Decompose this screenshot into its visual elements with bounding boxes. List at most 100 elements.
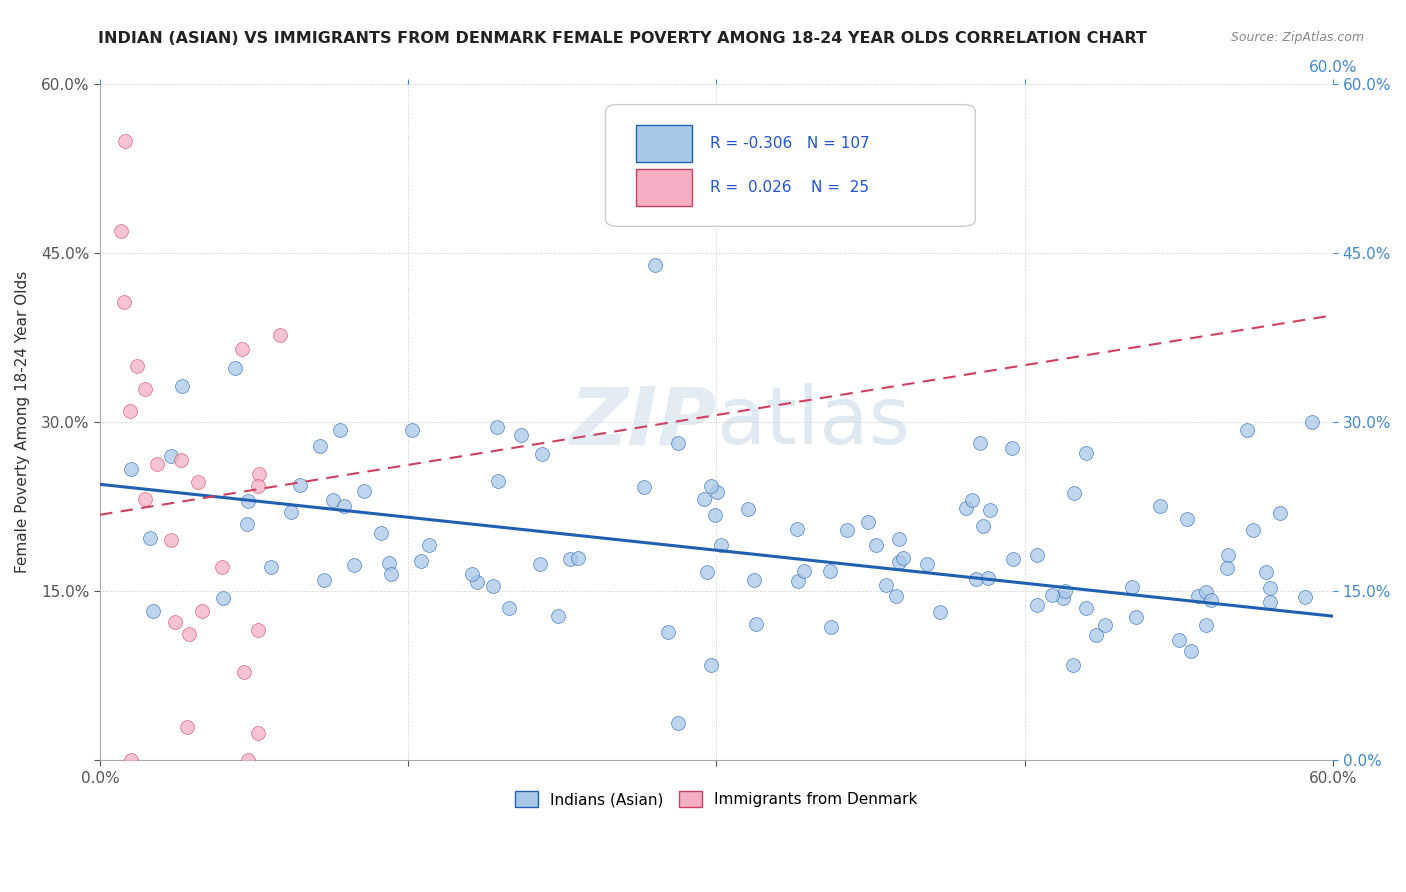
- Point: [1040, 588, 1063, 602]
- Point: [1074, 446, 1097, 460]
- Point: [835, 523, 858, 537]
- Point: [1094, 617, 1116, 632]
- Text: ZIP: ZIP: [569, 384, 717, 461]
- Point: [793, 564, 815, 578]
- Point: [353, 484, 375, 499]
- Point: [418, 538, 440, 552]
- Point: [699, 478, 721, 492]
- Point: [1074, 600, 1097, 615]
- Point: [212, 591, 235, 606]
- Point: [1270, 506, 1292, 520]
- Point: [1125, 610, 1147, 624]
- Point: [633, 480, 655, 494]
- Point: [238, 753, 260, 767]
- Point: [1121, 580, 1143, 594]
- Point: [915, 557, 938, 571]
- Point: [269, 328, 291, 343]
- Point: [186, 475, 208, 489]
- Point: [889, 533, 911, 547]
- Point: [146, 457, 169, 471]
- Point: [1294, 590, 1316, 604]
- Point: [865, 538, 887, 552]
- Point: [118, 404, 141, 418]
- Point: [745, 617, 768, 632]
- Point: [929, 605, 952, 619]
- Point: [288, 478, 311, 492]
- Point: [378, 557, 401, 571]
- Point: [979, 502, 1001, 516]
- Point: [547, 609, 569, 624]
- Point: [1149, 499, 1171, 513]
- Point: [120, 462, 142, 476]
- Point: [343, 558, 366, 572]
- Point: [139, 531, 162, 545]
- Point: [703, 508, 725, 523]
- Point: [856, 515, 879, 529]
- Point: [1062, 657, 1084, 672]
- Point: [955, 500, 977, 515]
- Point: [1084, 628, 1107, 642]
- Point: [120, 753, 142, 767]
- Point: [644, 258, 666, 272]
- Point: [110, 224, 132, 238]
- Point: [170, 453, 193, 467]
- Point: [322, 492, 344, 507]
- Y-axis label: Female Poverty Among 18-24 Year Olds: Female Poverty Among 18-24 Year Olds: [15, 271, 30, 574]
- Point: [1258, 595, 1281, 609]
- Text: Source: ZipAtlas.com: Source: ZipAtlas.com: [1230, 31, 1364, 45]
- Point: [1258, 581, 1281, 595]
- Point: [1001, 552, 1024, 566]
- Point: [1218, 548, 1240, 562]
- Point: [370, 526, 392, 541]
- Point: [247, 467, 270, 481]
- Point: [530, 448, 553, 462]
- Point: [224, 360, 246, 375]
- Point: [1187, 589, 1209, 603]
- Point: [142, 604, 165, 618]
- Point: [1025, 598, 1047, 612]
- FancyBboxPatch shape: [606, 104, 976, 227]
- Text: INDIAN (ASIAN) VS IMMIGRANTS FROM DENMARK FEMALE POVERTY AMONG 18-24 YEAR OLDS C: INDIAN (ASIAN) VS IMMIGRANTS FROM DENMAR…: [98, 31, 1147, 46]
- Point: [742, 573, 765, 587]
- Point: [1241, 523, 1264, 537]
- Point: [163, 615, 186, 630]
- Point: [177, 626, 200, 640]
- Point: [465, 574, 488, 589]
- Point: [1195, 585, 1218, 599]
- Point: [1052, 591, 1074, 606]
- Point: [510, 427, 533, 442]
- Point: [1256, 565, 1278, 579]
- Point: [560, 552, 582, 566]
- Point: [787, 574, 810, 588]
- Point: [309, 439, 332, 453]
- Point: [969, 436, 991, 450]
- Point: [884, 589, 907, 603]
- Text: atlas: atlas: [717, 384, 911, 461]
- Point: [965, 573, 987, 587]
- Point: [211, 559, 233, 574]
- Point: [1000, 441, 1022, 455]
- Point: [159, 533, 181, 547]
- Point: [786, 522, 808, 536]
- Point: [567, 550, 589, 565]
- Point: [657, 625, 679, 640]
- Point: [191, 604, 214, 618]
- Point: [710, 539, 733, 553]
- Point: [314, 573, 336, 587]
- Point: [875, 578, 897, 592]
- Point: [529, 557, 551, 571]
- FancyBboxPatch shape: [637, 125, 692, 162]
- Point: [666, 715, 689, 730]
- Point: [887, 555, 910, 569]
- Point: [333, 499, 356, 513]
- Point: [238, 494, 260, 508]
- Point: [1054, 583, 1077, 598]
- Point: [1180, 644, 1202, 658]
- Point: [247, 726, 270, 740]
- Point: [280, 505, 302, 519]
- Point: [172, 379, 194, 393]
- Point: [401, 424, 423, 438]
- Point: [134, 382, 156, 396]
- Point: [1236, 423, 1258, 437]
- Point: [1025, 548, 1047, 562]
